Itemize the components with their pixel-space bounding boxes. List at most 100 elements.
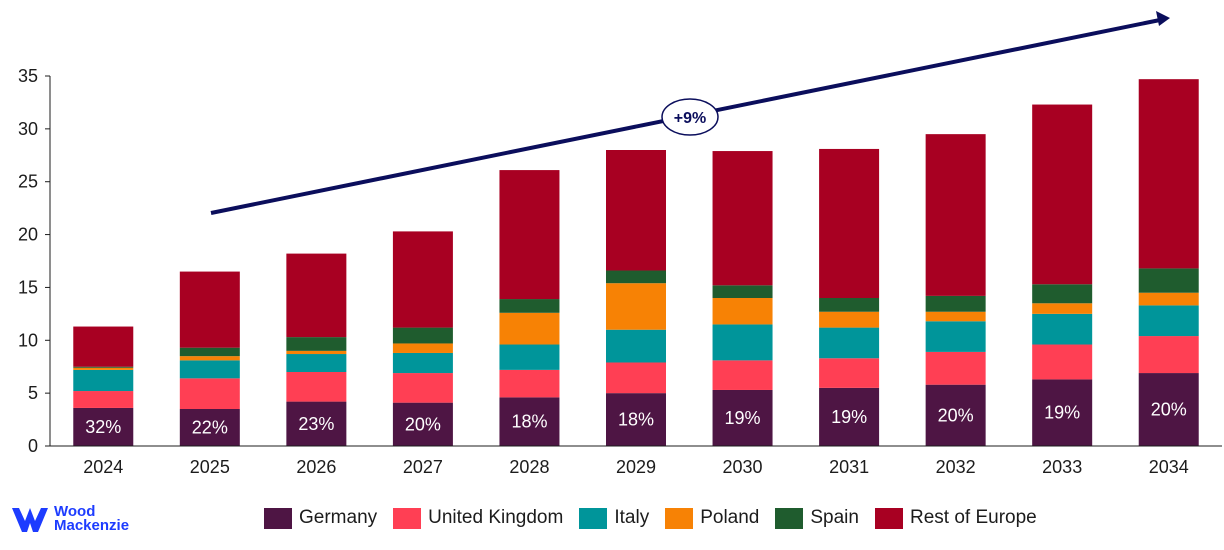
- legend-label: Germany: [299, 507, 378, 528]
- bar-segment: [73, 407, 134, 446]
- growth-callout-bubble: [661, 98, 719, 136]
- bar-segment: [606, 329, 666, 363]
- bar-segment: [925, 384, 986, 446]
- y-tick-label: 15: [18, 277, 38, 297]
- bar-segment: [819, 358, 880, 388]
- legend-swatch: [775, 507, 804, 529]
- bar-segment: [606, 270, 666, 284]
- brand-wordmark: Wood Mackenzie: [54, 503, 130, 534]
- legend-swatch: [874, 507, 903, 529]
- axes-layer: 2024 2025 2026 2027 2028 2029 2030 2031 2032 2033…: [18, 66, 1222, 477]
- bar-segment: [392, 352, 453, 374]
- bar-segment: [606, 393, 666, 446]
- y-tick-label: 30: [18, 119, 38, 139]
- share-label: 18%: [618, 410, 654, 430]
- bar-segment: [73, 369, 134, 392]
- bar-segment: [499, 369, 560, 398]
- bar-segment: [1138, 336, 1199, 374]
- bar-segment: [1138, 79, 1199, 269]
- x-tick-label: 2030: [723, 457, 763, 477]
- x-tick-label: 2033: [1042, 457, 1082, 477]
- bar-segment: [712, 389, 773, 446]
- bar-segment: [179, 356, 240, 361]
- bar-segment: [1032, 313, 1093, 345]
- bar-segment: [606, 362, 666, 394]
- y-tick-label: 35: [18, 66, 38, 86]
- bar-segment: [286, 354, 347, 372]
- bar-segment: [392, 327, 453, 344]
- bar-chart: 32% 22% 23% 20% 18% 18% 19% 19% 20% 19% 20% 2024 20…: [18, 11, 1222, 477]
- bar-segment: [499, 299, 560, 313]
- x-tick-label: 2025: [190, 457, 230, 477]
- bar-segment: [179, 360, 240, 379]
- share-label: 22%: [192, 418, 228, 438]
- bar-segment: [606, 283, 666, 330]
- bar-segment: [73, 366, 134, 368]
- bar-segment: [499, 170, 560, 300]
- legend-item: Spain: [775, 507, 859, 529]
- brand-wordmark-line1: Wood: [54, 503, 96, 520]
- x-tick-label: 2029: [616, 457, 656, 477]
- legend-swatch: [393, 507, 422, 529]
- bar-segment: [1138, 292, 1199, 306]
- legend-item: Poland: [665, 507, 759, 529]
- trend-arrowhead: [1156, 11, 1170, 26]
- legend-item: Italy: [579, 507, 649, 529]
- legend-item: United Kingdom: [393, 507, 563, 529]
- brand-wordmark-line2: Mackenzie: [54, 517, 130, 534]
- x-tick-label: 2027: [403, 457, 443, 477]
- y-tick-label: 10: [18, 330, 38, 350]
- x-tick-label: 2026: [296, 457, 336, 477]
- bar-segment: [392, 402, 453, 446]
- bar-segment: [819, 387, 880, 446]
- bar-segment: [179, 271, 240, 348]
- wood-mackenzie-logo-icon: [12, 508, 48, 532]
- bar-segment: [73, 326, 134, 367]
- chart-legend: Germany United Kingdom Italy Poland Spain Res…: [264, 507, 1053, 529]
- bar-segment: [1032, 303, 1093, 314]
- bar-segment: [925, 321, 986, 352]
- bars-layer: [73, 79, 1199, 446]
- share-label: 20%: [938, 405, 974, 425]
- share-label: 20%: [1151, 400, 1187, 420]
- bar-segment: [286, 401, 347, 446]
- bar-segment: [712, 151, 773, 286]
- bar-segment: [286, 337, 347, 351]
- bar-segment: [1032, 379, 1093, 446]
- legend-swatch: [579, 507, 608, 529]
- x-tick-label: 2031: [829, 457, 869, 477]
- bar-segment: [1138, 268, 1199, 293]
- bar-segment: [286, 350, 347, 355]
- y-tick-label: 5: [28, 383, 38, 403]
- bar-segment: [392, 231, 453, 328]
- y-tick-label: 20: [18, 225, 38, 245]
- bar-segment: [286, 253, 347, 338]
- bar-segment: [712, 324, 773, 361]
- bar-segment: [925, 351, 986, 385]
- bar-segment: [925, 311, 986, 322]
- bar-segment: [179, 409, 240, 446]
- legend-swatch: [264, 507, 292, 529]
- x-tick-label: 2024: [83, 457, 123, 477]
- legend-label: Spain: [810, 507, 859, 528]
- bar-segment: [712, 285, 773, 298]
- bar-segment: [712, 360, 773, 390]
- growth-arrow: +9%: [210, 11, 1170, 215]
- bar-segment: [819, 148, 880, 298]
- legend-item: Rest of Europe: [874, 507, 1037, 529]
- bar-segment: [392, 343, 453, 353]
- bar-segment: [73, 367, 134, 370]
- share-label: 19%: [1044, 403, 1080, 423]
- legend-label: United Kingdom: [428, 507, 564, 528]
- share-label: 20%: [405, 414, 441, 434]
- bar-segment: [925, 134, 986, 296]
- bar-segment: [392, 373, 453, 403]
- share-label: 18%: [511, 412, 547, 432]
- bar-segment: [819, 298, 880, 312]
- brand-logo: Wood Mackenzie: [12, 504, 129, 534]
- x-tick-label: 2028: [509, 457, 549, 477]
- legend-label: Rest of Europe: [909, 507, 1037, 528]
- x-tick-label: 2034: [1149, 457, 1189, 477]
- share-label: 23%: [298, 414, 334, 434]
- bar-segment: [1032, 104, 1093, 285]
